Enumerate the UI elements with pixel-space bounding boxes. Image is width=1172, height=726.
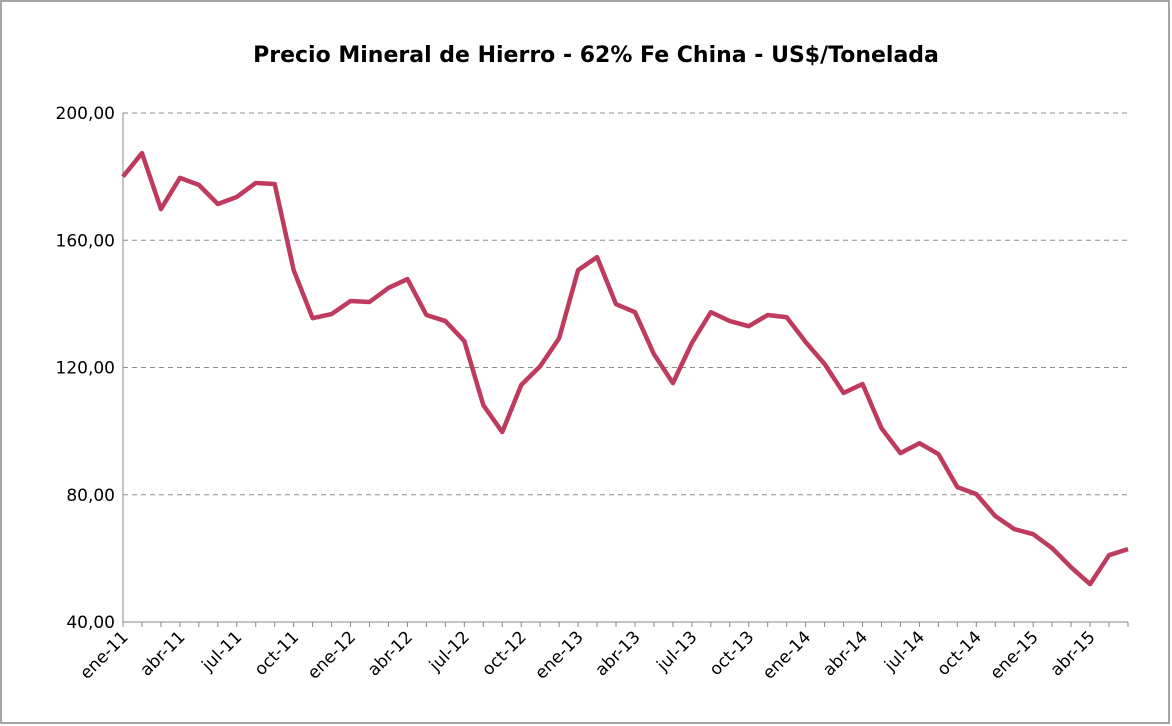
y-tick-label: 80,00 [66, 486, 115, 506]
y-tick-label: 120,00 [56, 359, 115, 379]
line-series [121, 150, 1129, 587]
y-tick-label: 200,00 [56, 104, 115, 124]
y-tick-label: 40,00 [66, 613, 115, 633]
y-tick-label: 160,00 [56, 231, 115, 251]
chart-title: Precio Mineral de Hierro - 62% Fe China … [253, 43, 939, 68]
